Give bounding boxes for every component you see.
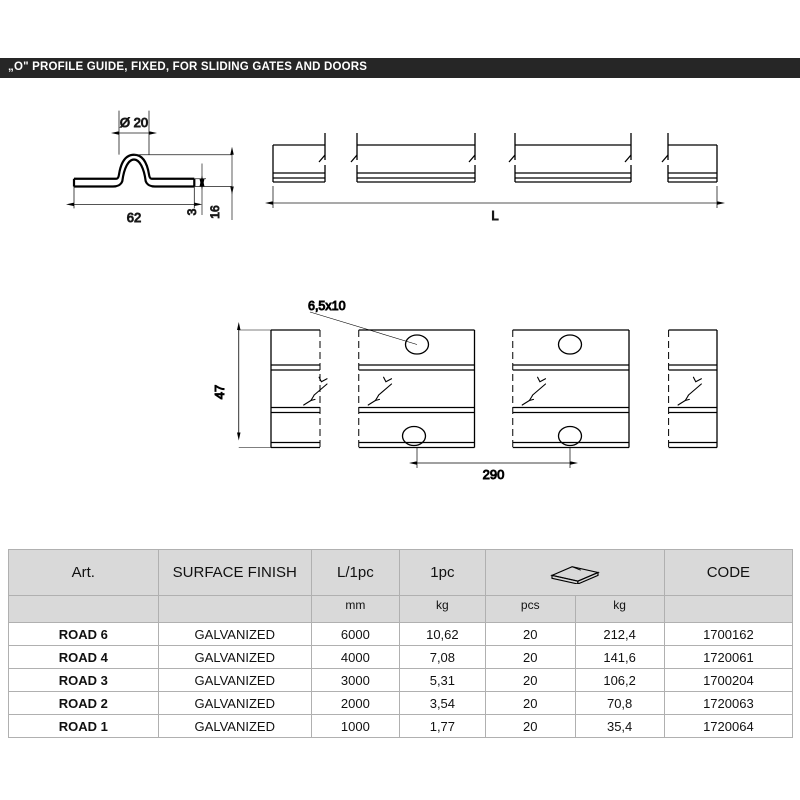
svg-text:290: 290 [483, 467, 505, 480]
svg-text:16: 16 [208, 205, 222, 219]
svg-text:47: 47 [212, 385, 227, 399]
svg-text:62: 62 [127, 210, 141, 225]
svg-text:6,5x10: 6,5x10 [308, 300, 346, 313]
svg-text:L: L [491, 208, 498, 223]
svg-text:Ø 20: Ø 20 [120, 115, 148, 130]
svg-text:3: 3 [185, 208, 199, 215]
